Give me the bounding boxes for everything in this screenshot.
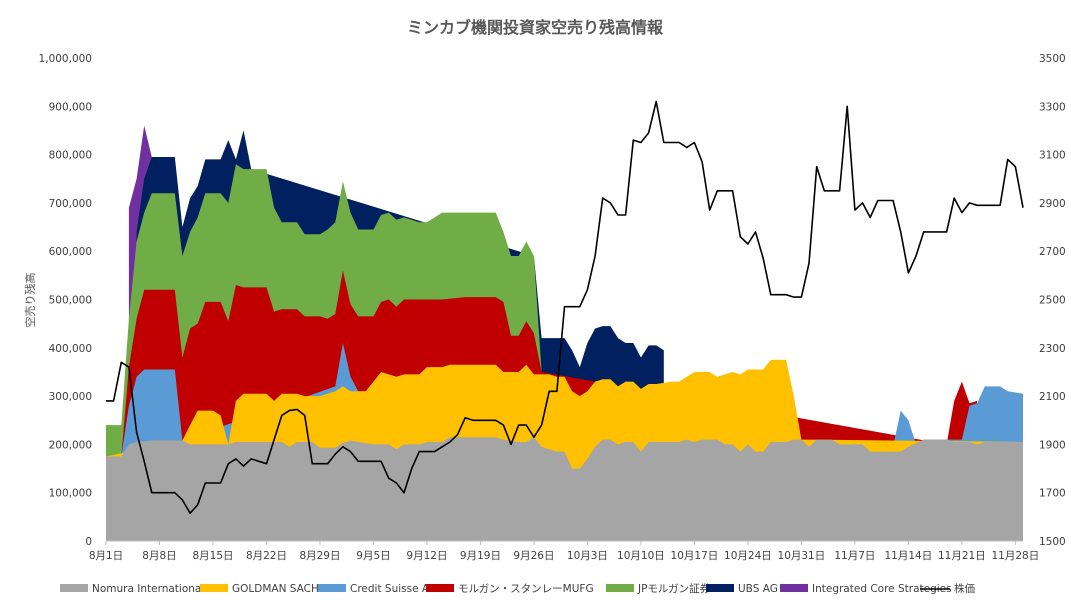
area-series-group bbox=[106, 125, 1023, 542]
legend-swatch bbox=[318, 584, 346, 592]
x-tick-label: 8月15日 bbox=[192, 550, 233, 562]
legend-label: GOLDMAN SACHS bbox=[232, 583, 326, 595]
y-tick-label: 300,000 bbox=[49, 391, 92, 403]
y2-tick-label: 3100 bbox=[1039, 150, 1066, 162]
x-tick-label: 11月14日 bbox=[885, 550, 933, 562]
x-tick-label: 8月8日 bbox=[142, 550, 176, 562]
y-tick-label: 900,000 bbox=[49, 101, 92, 113]
x-tick-label: 9月19日 bbox=[460, 550, 501, 562]
legend-swatch bbox=[426, 584, 454, 592]
area-nomura-international bbox=[106, 437, 1023, 541]
x-tick-label: 10月3日 bbox=[567, 550, 608, 562]
legend-label: Credit Suisse AG bbox=[350, 583, 437, 595]
y2-tick-label: 3500 bbox=[1039, 53, 1066, 65]
y2-tick-label: 3300 bbox=[1039, 101, 1066, 113]
y-tick-label: 400,000 bbox=[49, 343, 92, 355]
y2-tick-label: 2900 bbox=[1039, 198, 1066, 210]
x-tick-label: 8月22日 bbox=[246, 550, 287, 562]
x-tick-label: 10月17日 bbox=[671, 550, 719, 562]
y2-tick-label: 2500 bbox=[1039, 295, 1066, 307]
price-line-group bbox=[106, 100, 1024, 515]
legend-label: 株価 bbox=[954, 582, 975, 595]
x-tick-label: 8月1日 bbox=[89, 550, 123, 562]
y2-tick-label: 1900 bbox=[1039, 439, 1066, 451]
y-tick-label: 600,000 bbox=[49, 246, 92, 258]
y-tick-label: 1,000,000 bbox=[39, 53, 92, 65]
y2-tick-label: 2700 bbox=[1039, 246, 1066, 258]
y-tick-label: 0 bbox=[85, 536, 92, 548]
y-tick-label: 500,000 bbox=[49, 295, 92, 307]
legend-swatch bbox=[606, 584, 634, 592]
y-tick-label: 200,000 bbox=[49, 439, 92, 451]
x-tick-label: 10月31日 bbox=[778, 550, 826, 562]
legend-label: Integrated Core Strategies bbox=[812, 583, 952, 595]
x-tick-label: 11月21日 bbox=[938, 550, 986, 562]
y-tick-label: 800,000 bbox=[49, 150, 92, 162]
y2-tick-label: 1500 bbox=[1039, 536, 1066, 548]
x-tick-label: 9月5日 bbox=[356, 550, 390, 562]
legend-swatch bbox=[200, 584, 228, 592]
y-axis-label: 空売り残高 bbox=[23, 273, 37, 328]
price-line bbox=[106, 100, 1024, 515]
x-tick-label: 8月29日 bbox=[299, 550, 340, 562]
legend-label: Nomura International bbox=[92, 583, 204, 595]
legend-swatch bbox=[60, 584, 88, 592]
legend-swatch bbox=[780, 584, 808, 592]
tick-labels-group: 0 100,000 200,000 300,000 400,000 500,000 600,… bbox=[39, 53, 1066, 562]
x-tick-label: 10月10日 bbox=[617, 550, 665, 562]
legend-label: UBS AG bbox=[738, 583, 778, 595]
chart-title: ミンカブ機関投資家空売り残高情報 bbox=[407, 18, 664, 37]
x-tick-label: 9月26日 bbox=[513, 550, 554, 562]
y2-tick-label: 2100 bbox=[1039, 391, 1066, 403]
y2-tick-label: 2300 bbox=[1039, 343, 1066, 355]
y2-tick-label: 1700 bbox=[1039, 488, 1066, 500]
legend-label: JPモルガン証券 bbox=[637, 582, 711, 595]
legend-swatch bbox=[706, 584, 734, 592]
x-tick-label: 10月24日 bbox=[724, 550, 772, 562]
x-tick-label: 11月28日 bbox=[991, 550, 1039, 562]
x-tick-label: 11月7日 bbox=[834, 550, 875, 562]
x-tick-label: 9月12日 bbox=[406, 550, 447, 562]
y-tick-label: 700,000 bbox=[49, 198, 92, 210]
legend: Nomura International GOLDMAN SACHS Credit … bbox=[60, 582, 975, 595]
legend-label: モルガン・スタンレーMUFG bbox=[458, 583, 594, 595]
y-tick-label: 100,000 bbox=[49, 488, 92, 500]
